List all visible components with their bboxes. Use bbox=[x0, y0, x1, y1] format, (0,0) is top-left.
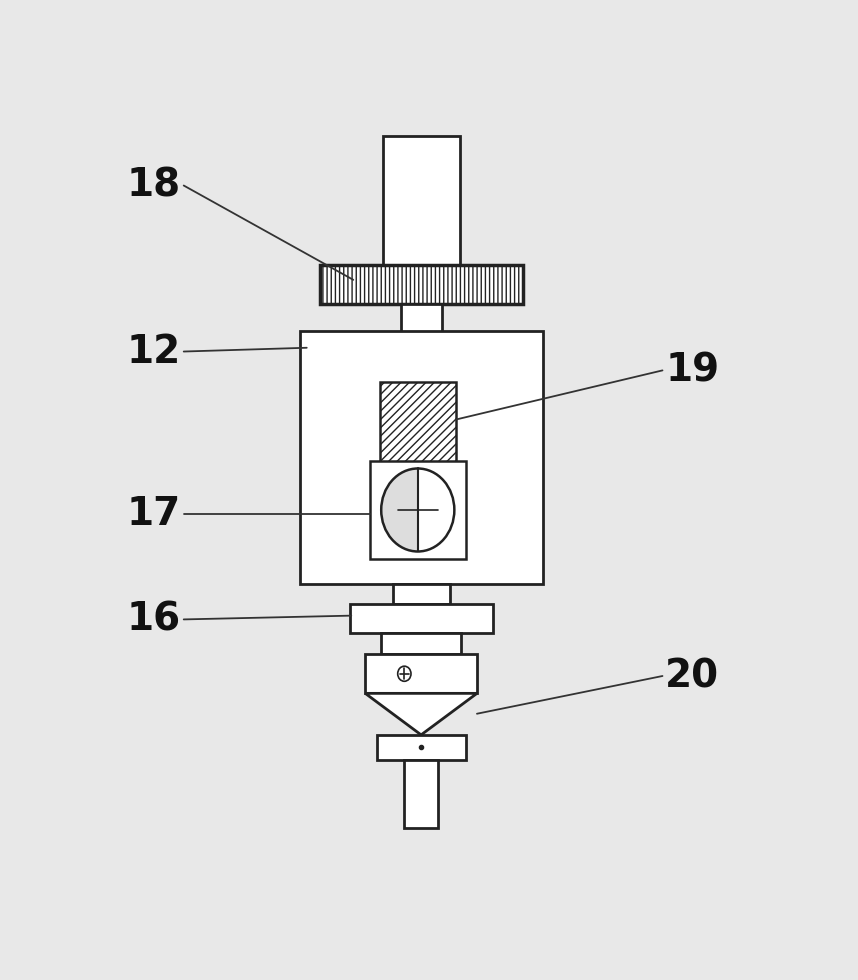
Bar bbox=[350, 605, 492, 633]
Bar bbox=[393, 584, 450, 605]
Text: 20: 20 bbox=[665, 657, 720, 695]
Bar bbox=[384, 136, 460, 269]
Text: 12: 12 bbox=[127, 332, 181, 370]
Bar bbox=[380, 381, 456, 468]
Bar bbox=[320, 265, 523, 304]
Bar bbox=[402, 304, 443, 332]
Bar bbox=[404, 760, 438, 828]
Text: 18: 18 bbox=[127, 167, 181, 205]
Bar bbox=[366, 654, 477, 694]
Circle shape bbox=[398, 666, 411, 681]
Text: 19: 19 bbox=[665, 352, 720, 389]
Wedge shape bbox=[381, 468, 418, 552]
Bar bbox=[381, 633, 461, 654]
Text: 17: 17 bbox=[127, 495, 181, 533]
Bar bbox=[377, 735, 466, 760]
Bar bbox=[370, 461, 467, 559]
Text: 16: 16 bbox=[127, 601, 181, 638]
Polygon shape bbox=[366, 694, 477, 735]
Bar bbox=[300, 331, 543, 584]
